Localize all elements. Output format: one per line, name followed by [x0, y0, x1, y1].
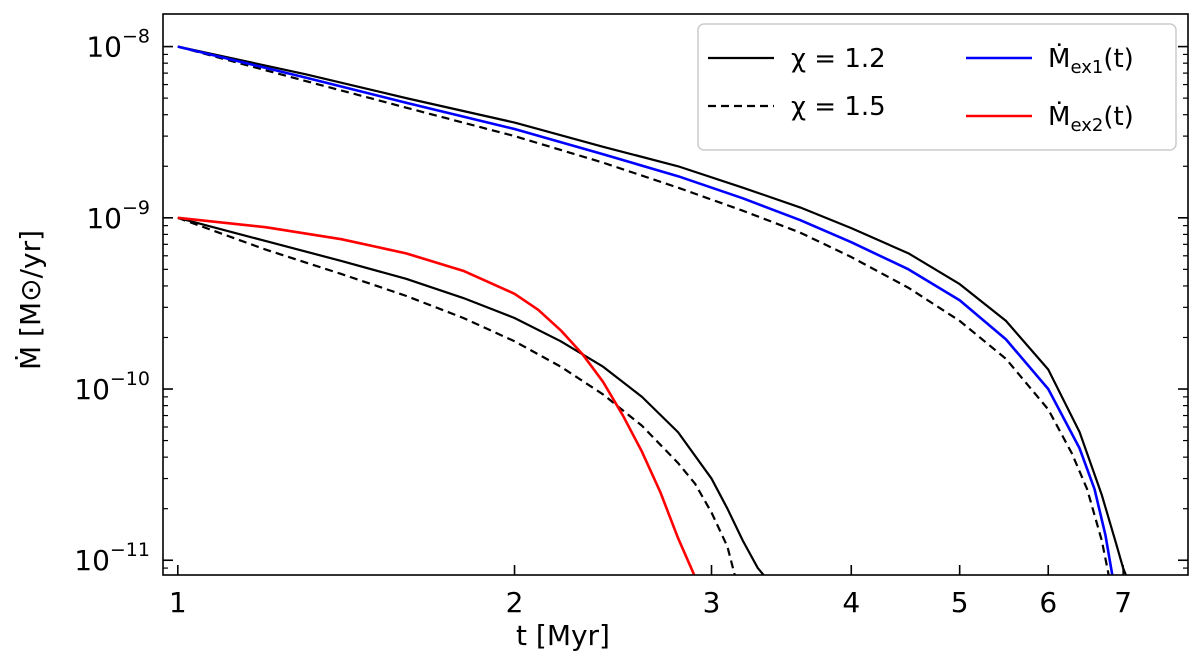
legend-entry-mex1: Ṁex1(t) [966, 42, 1134, 78]
y-tick-label: 10−9 [86, 197, 150, 235]
x-tick-label: 6 [1039, 586, 1057, 619]
x-axis: 1 2 3 4 5 6 7 [169, 565, 1132, 619]
series-line-chi15-1 [177, 45, 1110, 575]
legend-mex2-symbol: Ṁ [1048, 100, 1070, 132]
legend-frame [697, 23, 1177, 151]
x-tick-label: 7 [1114, 586, 1132, 619]
legend-mex1-sub: ex1 [1070, 57, 1103, 78]
legend-mex2-tail: (t) [1103, 102, 1133, 132]
legend-entry-chi12: χ = 1.2 [708, 44, 886, 74]
x-tick-label: 3 [703, 586, 721, 619]
x-axis-label: t [Myr] [516, 619, 610, 652]
plot-frame [162, 13, 1189, 576]
legend-mex1-symbol: Ṁ [1048, 42, 1070, 74]
series-line-mex2-5 [177, 216, 696, 575]
series-line-mex1-2 [177, 45, 1114, 575]
legend-label-mex2: Ṁex2(t) [1048, 100, 1134, 136]
legend-label-mex1: Ṁex1(t) [1048, 42, 1134, 78]
legend-label-chi15: χ = 1.5 [791, 92, 886, 122]
y-tick-label: 10−8 [86, 26, 150, 64]
series-layer [177, 45, 1128, 575]
y-axis: 10−8 10−9 10−10 10−11 [74, 26, 1188, 577]
y-axis-label: Ṁ [M⊙/yr] [14, 230, 47, 370]
series-line-chi15-4 [177, 216, 736, 575]
legend-entry-chi15: χ = 1.5 [708, 92, 886, 122]
y-tick-label: 10−10 [74, 368, 150, 406]
legend-entry-mex2: Ṁex2(t) [966, 100, 1134, 136]
x-tick-label: 5 [951, 586, 969, 619]
x-tick-label: 4 [842, 586, 860, 619]
legend-label-chi12: χ = 1.2 [791, 44, 886, 74]
legend-mex2-sub: ex2 [1070, 115, 1103, 136]
plot-area: 1 2 3 4 5 6 7 10−8 10−9 10−10 10−11 [74, 13, 1189, 619]
x-tick-label: 1 [169, 586, 187, 619]
x-tick-label: 2 [506, 586, 524, 619]
y-tick-label: 10−11 [74, 539, 150, 577]
series-line-chi12-3 [177, 216, 766, 575]
series-line-chi12-0 [177, 45, 1128, 575]
legend: χ = 1.2 χ = 1.5 Ṁex1(t) Ṁex2(t) [697, 23, 1177, 151]
legend-mex1-tail: (t) [1103, 44, 1133, 74]
